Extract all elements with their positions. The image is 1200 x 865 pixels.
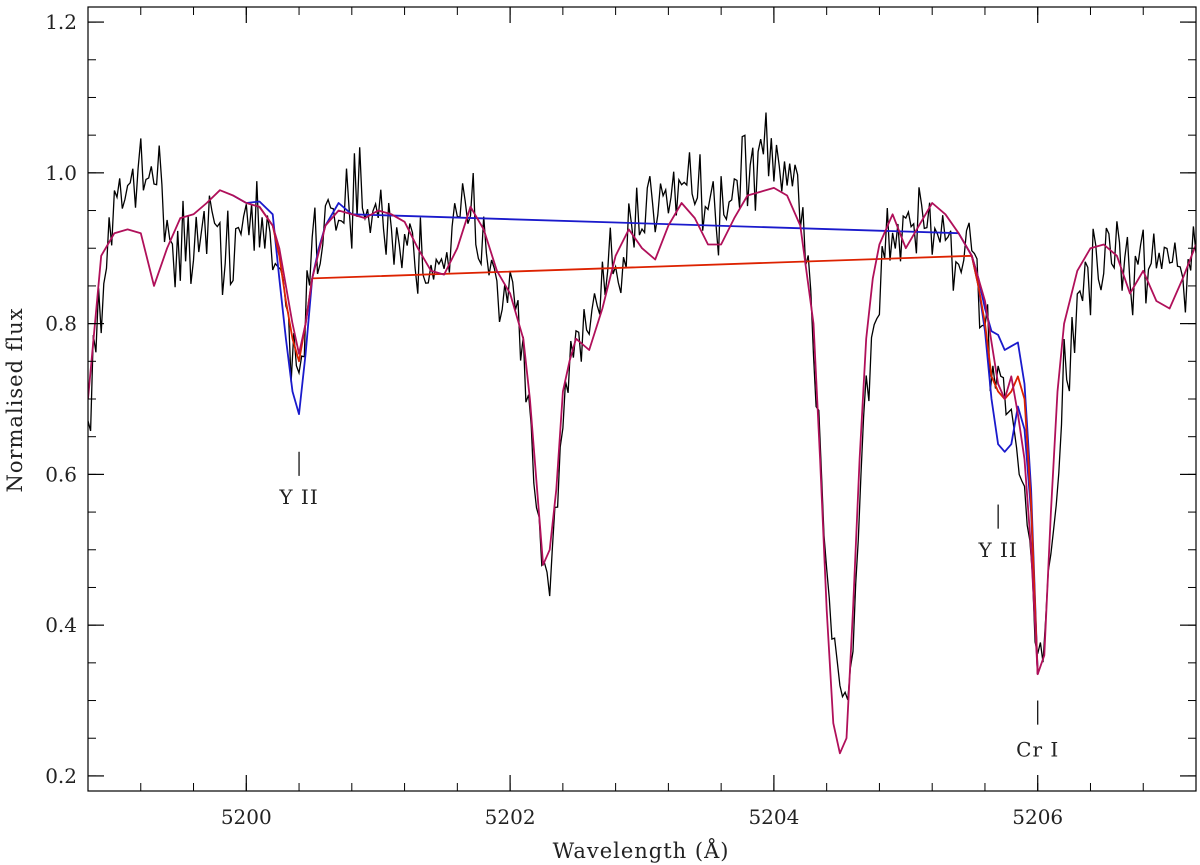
- x-axis-title: Wavelength (Å): [553, 838, 730, 863]
- line-id-label: Cr I: [1016, 738, 1059, 762]
- y-axis-title: Normalised flux: [3, 307, 27, 492]
- y-tick-label: 1.2: [45, 10, 77, 34]
- observed-spectrum-line: [88, 112, 1196, 701]
- annotation-layer: Y II Y II Cr I: [278, 451, 1059, 762]
- model-line-blue: [232, 194, 1039, 675]
- axes-layer: [87, 6, 1197, 792]
- tick-labels-layer: 5200 5202 5204 5206 0.2 0.4 0.6 0.8 1.0 1.2: [45, 10, 1063, 829]
- y-tick-label: 1.0: [45, 161, 77, 185]
- series-layer: [88, 112, 1196, 755]
- y-tick-label: 0.4: [45, 613, 77, 637]
- line-id-label: Y II: [278, 485, 318, 509]
- x-tick-label: 5206: [1012, 805, 1063, 829]
- x-tick-label: 5200: [221, 805, 272, 829]
- model-line-blue2: [970, 255, 1039, 675]
- y-tick-label: 0.8: [45, 312, 77, 336]
- y-tick-label: 0.2: [45, 764, 77, 788]
- model-line-red: [258, 206, 1039, 675]
- model-line-purple: [88, 187, 1196, 755]
- y-tick-label: 0.6: [45, 462, 77, 486]
- x-tick-label: 5204: [748, 805, 799, 829]
- line-id-label: Y II: [977, 538, 1017, 562]
- x-tick-label: 5202: [485, 805, 536, 829]
